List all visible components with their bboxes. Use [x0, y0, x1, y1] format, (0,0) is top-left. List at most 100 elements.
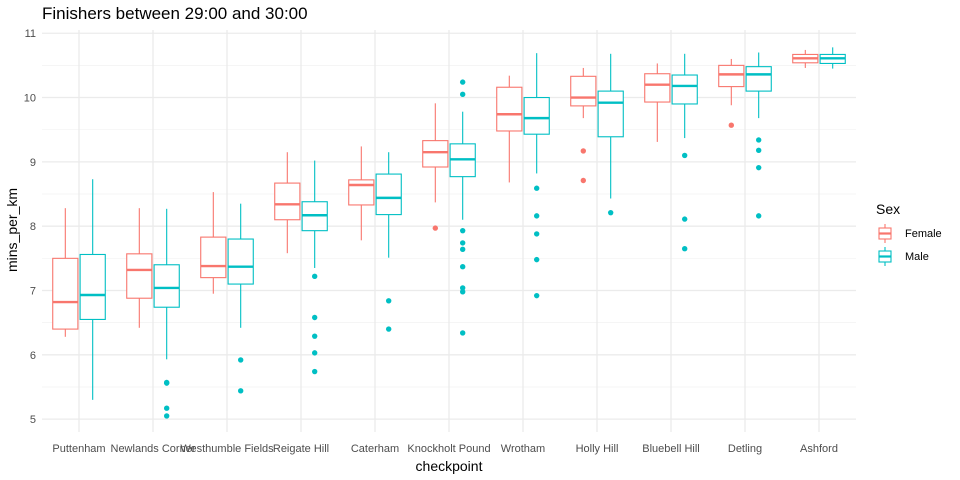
legend-item-male: Male: [878, 247, 929, 266]
x-tick-label: Bluebell Hill: [642, 443, 699, 455]
box-body: [718, 64, 745, 88]
box-body: [745, 66, 772, 92]
box-male: [745, 52, 772, 219]
outlier-point: [163, 380, 170, 386]
x-tick-label: Detling: [728, 443, 762, 455]
outlier-point: [607, 209, 614, 216]
box-male: [819, 47, 846, 69]
box-female: [348, 146, 375, 241]
box-body: [496, 86, 523, 132]
box-body: [375, 173, 402, 216]
x-tick-label: Holly Hill: [576, 443, 619, 455]
box-male: [597, 53, 624, 216]
box-male: [153, 208, 180, 419]
outlier-point: [311, 314, 318, 321]
outlier-point: [459, 240, 466, 246]
outlier-point: [237, 388, 244, 394]
box-female: [718, 58, 745, 128]
y-tick-label: 11: [25, 28, 36, 40]
y-tick-label: 8: [30, 221, 36, 233]
x-tick-label: Knockholt Pound: [407, 443, 490, 455]
outlier-point: [459, 263, 466, 270]
box-body: [79, 253, 106, 320]
x-tick-label: Newlands Corner: [111, 443, 196, 455]
outlier-point: [459, 227, 466, 234]
legend-title: Sex: [876, 201, 900, 217]
outlier-point: [755, 164, 762, 171]
box-female: [126, 208, 153, 328]
y-tick-label: 7: [30, 285, 36, 297]
box-male: [449, 79, 476, 336]
x-tick-label: Wrotham: [501, 443, 545, 455]
outlier-point: [311, 350, 318, 356]
box-body: [274, 182, 301, 221]
box-body: [671, 74, 698, 105]
box-female: [274, 152, 301, 254]
box-female: [644, 63, 671, 142]
outlier-point: [459, 330, 466, 336]
box-female: [496, 75, 523, 183]
box-male: [375, 152, 402, 332]
x-tick-label: Westhumble Fields: [180, 443, 274, 455]
outlier-point: [533, 185, 540, 191]
chart-title: Finishers between 29:00 and 30:00: [42, 4, 308, 23]
y-tick-label: 10: [24, 93, 36, 105]
legend: Sex Female Male: [876, 201, 942, 266]
box-body: [200, 236, 227, 279]
box-body: [348, 179, 375, 206]
x-axis-title: checkpoint: [416, 458, 483, 474]
outlier-point: [237, 357, 244, 363]
outlier-point: [755, 137, 762, 143]
box-body: [644, 73, 671, 103]
box-body: [227, 238, 254, 285]
outlier-point: [580, 177, 587, 184]
plot-panel: 5 6 7 8 9 10 11 Puttenham Newlands CornerWesthum…: [24, 28, 856, 455]
y-axis-title: mins_per_km: [4, 188, 20, 272]
outlier-point: [163, 405, 170, 411]
outlier-point: [459, 285, 466, 291]
outlier-point: [385, 326, 392, 332]
x-tick-label: Reigate Hill: [273, 443, 329, 455]
x-tick-label: Ashford: [800, 443, 838, 455]
box-female: [200, 192, 227, 294]
box-female: [570, 67, 597, 184]
outlier-point: [681, 245, 688, 252]
box-female: [52, 208, 79, 337]
outlier-point: [755, 213, 762, 219]
outlier-point: [533, 292, 540, 299]
x-tick-label: Puttenham: [52, 443, 105, 455]
outlier-point: [533, 231, 540, 237]
box-female: [422, 103, 449, 231]
box-female: [792, 49, 819, 68]
outlier-point: [580, 148, 587, 154]
x-tick-label: Caterham: [351, 443, 399, 455]
outlier-point: [728, 122, 735, 128]
y-tick-label: 9: [30, 157, 36, 169]
outlier-point: [459, 91, 466, 98]
outlier-point: [432, 225, 439, 231]
outlier-point: [311, 333, 318, 339]
outlier-point: [311, 273, 318, 280]
y-tick-label: 5: [30, 414, 36, 426]
outlier-point: [163, 413, 170, 419]
box-body: [597, 90, 624, 138]
box-body: [153, 264, 180, 308]
legend-label-male: Male: [905, 251, 929, 263]
box-body: [52, 257, 79, 330]
box-male: [301, 160, 328, 375]
box-male: [227, 203, 254, 394]
legend-item-female: Female: [878, 224, 942, 243]
box-body: [570, 75, 597, 107]
box-male: [671, 53, 698, 252]
outlier-point: [533, 213, 540, 219]
outlier-point: [459, 79, 466, 85]
outlier-point: [459, 289, 466, 295]
y-tick-label: 6: [30, 350, 36, 362]
outlier-point: [459, 246, 466, 253]
outlier-point: [311, 368, 318, 375]
outlier-point: [681, 152, 688, 159]
outlier-point: [681, 216, 688, 222]
outlier-point: [385, 298, 392, 304]
box-body: [422, 140, 449, 168]
